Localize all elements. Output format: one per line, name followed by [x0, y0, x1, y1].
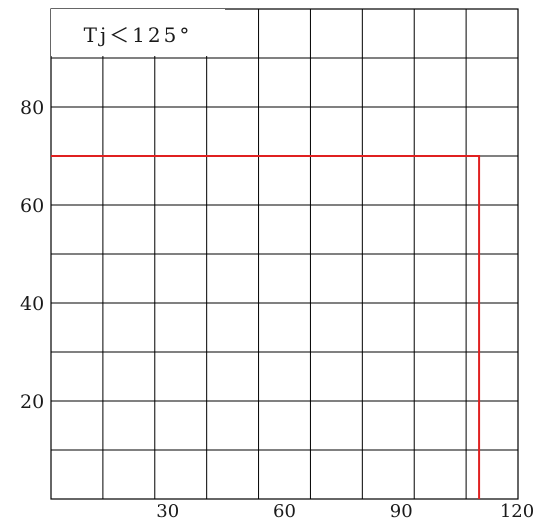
y-tick-label: 40: [20, 293, 44, 315]
series-layer: [51, 155, 481, 499]
x-tick-label: 120: [500, 501, 534, 522]
x-tick-label: 60: [273, 501, 296, 522]
x-tick-label: 90: [390, 501, 413, 522]
plot-frame: [50, 8, 519, 500]
junction-temperature-annotation: Tj＜125°: [84, 23, 193, 47]
y-tick-label: 60: [20, 195, 44, 217]
x-tick-label: 30: [156, 501, 179, 522]
y-tick-label: 20: [20, 391, 44, 413]
grid-lines: [50, 8, 519, 500]
limit-line: [51, 155, 481, 499]
x-tick-labels: 30 60 90 120: [156, 501, 534, 522]
y-tick-labels: 20 40 60 80: [20, 97, 44, 413]
y-tick-label: 80: [20, 97, 44, 119]
annotation-box: [51, 9, 225, 56]
